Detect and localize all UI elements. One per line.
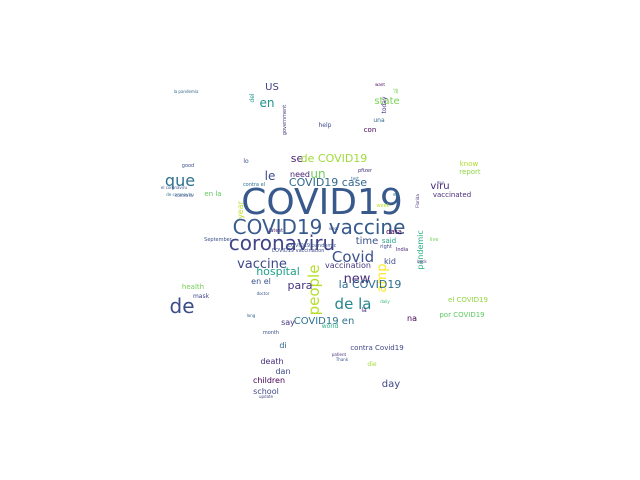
word-lo: lo	[243, 158, 249, 165]
word-contra-la: contra la	[175, 193, 193, 198]
word-covid19-vaccine: COVID19 vaccine	[233, 215, 406, 239]
word-en-la: en la	[204, 190, 221, 198]
word-time: time	[356, 236, 379, 247]
word-una: una	[373, 117, 385, 124]
word-right: right	[380, 244, 392, 250]
word-state: state	[374, 96, 399, 107]
word-di: di	[279, 341, 286, 350]
word-la-covid19: la COVID19	[339, 278, 402, 291]
word-pandemic: pandemic	[416, 230, 425, 269]
word-coronaviru: coronaviru	[229, 231, 335, 255]
word-want: want	[375, 82, 385, 87]
word-wear: wear	[329, 226, 339, 231]
word-latest: latest	[269, 228, 283, 234]
word-month: month	[263, 330, 279, 336]
word-daily: daily	[380, 299, 390, 304]
word-de-la: de la	[335, 295, 372, 313]
word-covid19-en: COVID19 en	[294, 316, 355, 327]
word-la-pandemia: la pandemia	[174, 89, 199, 94]
word-al: al	[393, 88, 400, 94]
word-la: la	[361, 307, 367, 314]
word-covid19-vaccination: COVID19 vaccination	[272, 248, 325, 254]
word-un: un	[310, 167, 325, 181]
word-report: report	[459, 168, 481, 176]
word-september: September	[204, 237, 233, 243]
word-amp: amp	[375, 264, 390, 293]
word-help: help	[319, 122, 332, 129]
word-kid: kid	[384, 257, 396, 266]
word-covid19-case: COVID19 case	[289, 176, 367, 189]
word-india: India	[396, 247, 408, 253]
word-contra-el: contra el	[243, 182, 265, 188]
word-viru: viru	[430, 181, 449, 192]
word-el-coronaviru: el coronaviru	[161, 185, 188, 190]
word-contra-covid19: contra Covid19	[350, 344, 403, 352]
word-new: new	[344, 272, 371, 287]
word-que: que	[165, 171, 195, 190]
word-people: people	[305, 265, 323, 316]
word-por-covid19: por COVID19	[439, 311, 484, 319]
word-know: know	[460, 160, 479, 168]
word-death: death	[260, 357, 283, 366]
word-sur: sur	[438, 180, 445, 185]
word-vaccinated: vaccinated	[433, 191, 471, 199]
word-patient: patient	[332, 352, 347, 357]
word-update: update	[259, 394, 274, 399]
word-para: para	[288, 279, 313, 292]
word-said: said	[382, 237, 396, 245]
word-covid: Covid	[332, 248, 374, 266]
word-en: en	[260, 96, 275, 110]
word-na: na	[407, 314, 417, 323]
word-live: live	[430, 237, 439, 243]
word-doctor: doctor	[257, 291, 270, 296]
word-el-covid19: el COVID19	[448, 296, 488, 304]
word-mask: mask	[193, 293, 210, 300]
word-die: die	[367, 361, 376, 368]
word-le: le	[265, 169, 276, 183]
word-covid19-pandemic: COVID19 pandemic	[288, 243, 337, 249]
word-covid19: COVID19	[241, 182, 403, 223]
word-health: health	[182, 283, 204, 291]
word-de-coronaviru: de coronaviru	[166, 192, 194, 197]
word-world: world	[322, 323, 339, 330]
word-data: data	[386, 228, 402, 236]
word-long: long	[247, 313, 256, 318]
word-en-el: en el	[251, 277, 271, 286]
word-florida: Florida	[415, 194, 420, 208]
word-hospital: hospital	[256, 265, 300, 278]
word-del: del	[249, 93, 256, 103]
word-year: year	[236, 200, 245, 219]
word-children: children	[253, 376, 285, 385]
word-se: se	[291, 152, 304, 165]
word-school: school	[253, 387, 279, 396]
word-vaccine: vaccine	[237, 257, 287, 272]
word-today: today	[381, 96, 388, 114]
word-us: US	[265, 82, 279, 93]
word-week: week	[376, 203, 389, 209]
word-good: good	[182, 163, 194, 169]
word-de-covid19: de COVID19	[301, 152, 368, 165]
word-say: say	[281, 318, 295, 327]
word-thank: Thank	[335, 357, 349, 362]
word-government: government	[282, 105, 288, 136]
word-con: con	[364, 126, 377, 134]
word-test: test	[351, 176, 359, 181]
word-es: es	[393, 192, 399, 198]
word-vaccination: vaccination	[325, 261, 371, 270]
word-need: need	[290, 170, 310, 179]
word-pfizer: pfizer	[358, 168, 373, 174]
word-dan: dan	[275, 367, 290, 376]
word-day: day	[382, 379, 400, 390]
word-back: back	[417, 259, 427, 264]
word-de: de	[170, 294, 195, 318]
